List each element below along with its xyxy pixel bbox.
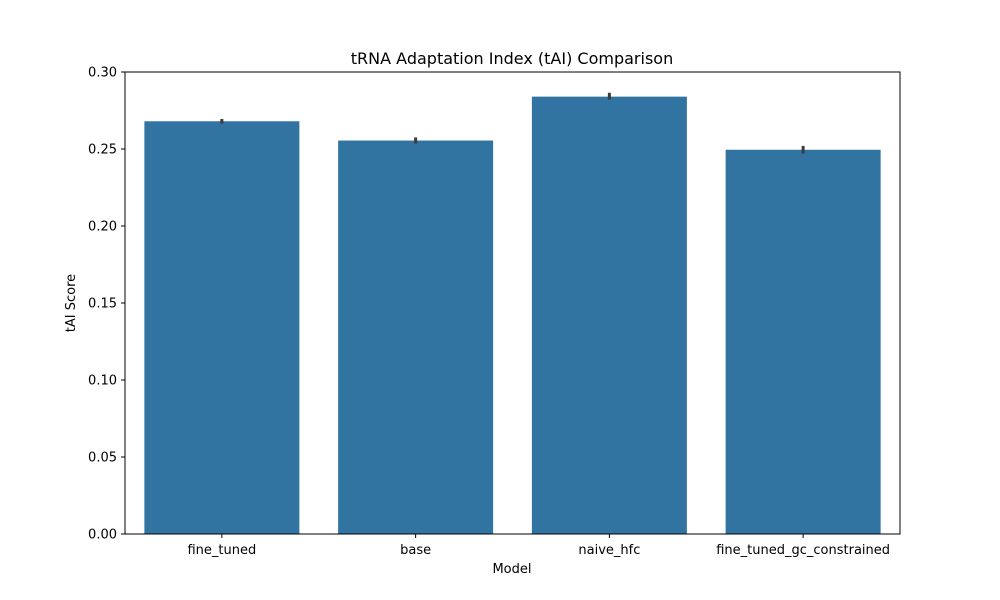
y-axis-label: tAI Score (64, 274, 79, 332)
bars-layer (144, 96, 881, 534)
y-tick-label-5: 0.25 (88, 143, 117, 158)
error-bars-layer (220, 92, 805, 154)
y-tick-label-6: 0.30 (88, 66, 117, 81)
bar-fine_tuned (144, 121, 300, 534)
y-axis: 0.00 0.05 0.10 0.15 0.20 0.25 0.30 (88, 66, 125, 543)
y-tick-label-0: 0.00 (88, 528, 117, 543)
x-tick-label-base: base (400, 543, 431, 558)
chart-title: tRNA Adaptation Index (tAI) Comparison (351, 49, 673, 68)
y-tick-label-3: 0.15 (88, 297, 117, 312)
x-tick-label-naive_hfc: naive_hfc (578, 543, 640, 558)
bar-base (338, 140, 494, 534)
bar-naive_hfc (531, 96, 687, 534)
plot-frame (124, 71, 901, 535)
x-tick-label-fine_tuned_gc_constrained: fine_tuned_gc_constrained (716, 543, 890, 558)
x-axis-label: Model (492, 562, 531, 577)
y-tick-label-4: 0.20 (88, 220, 117, 235)
x-axis: fine_tuned base naive_hfc fine_tuned_gc_con… (187, 534, 890, 558)
y-tick-label-2: 0.10 (88, 374, 117, 389)
bar-fine_tuned_gc_constrained (725, 149, 881, 534)
y-tick-label-1: 0.05 (88, 451, 117, 466)
x-tick-label-fine_tuned: fine_tuned (187, 543, 256, 558)
